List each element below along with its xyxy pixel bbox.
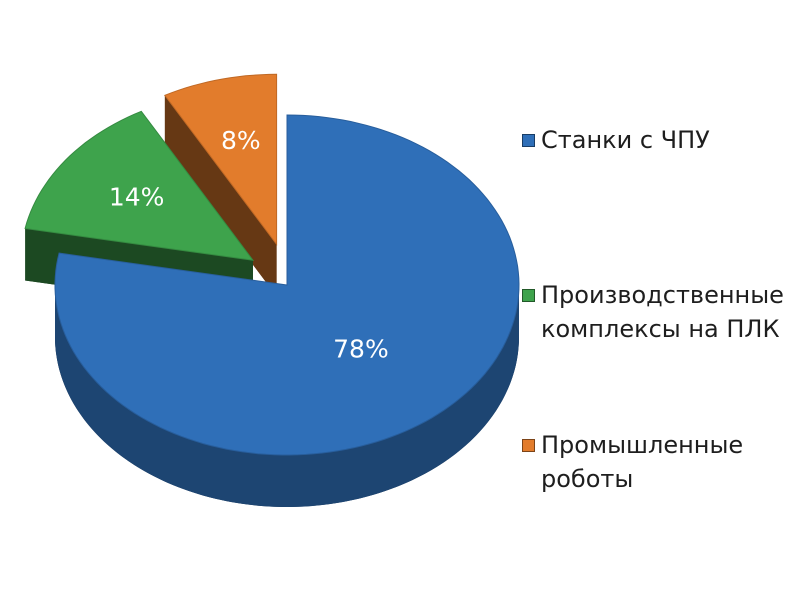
legend-label: Промышленные роботы	[541, 431, 744, 493]
slice-wall	[55, 285, 519, 507]
slice	[54, 114, 520, 456]
value-label: 78%	[333, 334, 389, 363]
slice	[24, 110, 255, 261]
slice	[164, 73, 278, 246]
value-label: 8%	[221, 126, 261, 155]
legend-swatch	[522, 134, 535, 147]
legend-label: Производственные комплексы на ПЛК	[541, 281, 784, 343]
legend-label: Станки с ЧПУ	[541, 126, 710, 154]
legend-item: Производственные комплексы на ПЛК	[522, 278, 800, 346]
slice-edge	[164, 95, 277, 297]
legend-item: Станки с ЧПУ	[522, 123, 800, 157]
legend-swatch	[522, 289, 535, 302]
slice-group: 78%	[54, 114, 520, 507]
legend-item: Промышленные роботы	[522, 428, 800, 496]
legend-swatch	[522, 439, 535, 452]
value-label: 14%	[109, 182, 165, 211]
